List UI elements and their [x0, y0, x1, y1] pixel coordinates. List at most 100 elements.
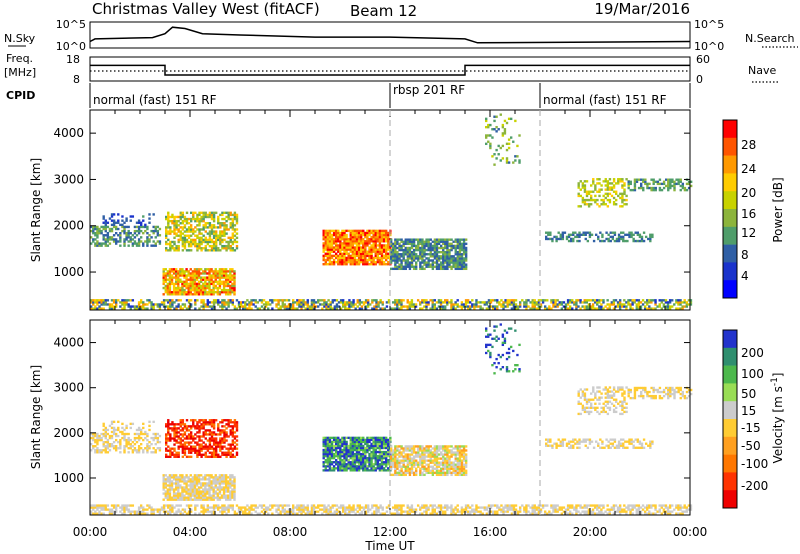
velocity-cell — [96, 447, 99, 450]
power-cell — [561, 231, 565, 234]
velocity-cell — [362, 465, 365, 468]
velocity-cell — [337, 463, 340, 466]
power-cell — [252, 303, 255, 306]
power-cell — [631, 303, 634, 306]
power-cell — [198, 217, 201, 221]
power-cell — [343, 244, 346, 247]
velocity-cell — [129, 426, 132, 430]
power-cell — [223, 238, 226, 242]
power-cell — [683, 188, 687, 192]
power-cell — [444, 299, 447, 302]
power-cell — [148, 221, 151, 224]
power-cell — [614, 190, 618, 193]
power-cell — [148, 213, 151, 216]
power-cell — [168, 270, 172, 273]
velocity-cell — [217, 443, 220, 446]
power-cell — [181, 236, 185, 240]
velocity-cell — [191, 486, 195, 489]
velocity-cell — [227, 451, 230, 454]
power-cell — [324, 238, 327, 241]
power-cell — [630, 231, 633, 234]
velocity-cell — [135, 449, 139, 452]
power-cell — [485, 136, 488, 139]
power-cell — [421, 240, 424, 243]
power-cell — [555, 239, 558, 243]
power-cell — [559, 235, 562, 239]
velocity-cell — [202, 494, 205, 497]
power-cell — [458, 244, 462, 248]
power-cell — [439, 238, 443, 241]
power-cell — [408, 307, 412, 310]
velocity-cell — [194, 447, 197, 450]
velocity-cell — [117, 434, 120, 438]
power-cell — [92, 229, 95, 233]
power-cell — [446, 303, 449, 306]
power-cell — [437, 301, 441, 304]
power-cell — [344, 301, 347, 304]
power-cell — [185, 230, 189, 233]
power-cell — [332, 238, 336, 241]
power-cell — [146, 238, 149, 241]
power-cell — [596, 299, 599, 302]
power-cell — [129, 307, 132, 310]
velocity-cell — [167, 445, 170, 448]
velocity-cell — [202, 441, 205, 444]
power-cell — [644, 180, 647, 183]
power-cell — [231, 284, 234, 288]
power-cell — [639, 178, 643, 181]
power-cell — [214, 240, 218, 244]
power-cell — [354, 303, 357, 306]
velocity-cell — [214, 496, 217, 499]
power-cell — [150, 305, 153, 308]
power-cell — [235, 247, 239, 250]
velocity-echo-cells — [90, 323, 693, 515]
power-cell — [233, 307, 237, 310]
power-cell — [600, 184, 603, 187]
power-cell — [594, 233, 598, 236]
velocity-cell — [223, 453, 226, 456]
velocity-cell — [378, 440, 382, 444]
power-cell — [328, 250, 332, 253]
velocity-cell — [208, 484, 211, 487]
power-cell — [439, 263, 443, 266]
power-cell — [648, 307, 651, 310]
power-cell — [427, 242, 430, 246]
power-cell — [390, 267, 393, 271]
power-cell — [167, 232, 170, 235]
velocity-cell — [368, 463, 371, 466]
velocity-cell — [191, 478, 195, 481]
velocity-cell — [218, 476, 222, 479]
power-cell — [142, 301, 145, 304]
power-cell — [402, 265, 405, 268]
power-cell — [527, 305, 530, 308]
velocity-cell — [127, 451, 130, 454]
velocity-cell — [328, 450, 332, 454]
power-cell — [417, 255, 420, 258]
power-cell — [410, 259, 414, 262]
power-cell — [199, 291, 203, 294]
velocity-cell — [225, 451, 228, 454]
power-cell — [108, 238, 112, 241]
velocity-cell — [121, 436, 124, 440]
power-cell — [302, 301, 305, 304]
power-cell — [353, 250, 357, 253]
power-cell — [191, 293, 195, 296]
power-cell — [454, 263, 457, 266]
velocity-cell — [229, 494, 232, 497]
velocity-cell — [210, 494, 213, 497]
velocity-cell — [100, 436, 103, 440]
power-cell — [585, 299, 589, 302]
power-cell — [408, 238, 412, 241]
power-cell — [202, 272, 205, 275]
power-cell — [384, 233, 388, 237]
power-cell — [643, 301, 647, 304]
velocity-cell — [343, 450, 346, 454]
power-cell — [189, 244, 193, 248]
velocity-cell — [396, 461, 399, 464]
power-cell — [168, 282, 172, 286]
freq-label: Freq. — [6, 52, 33, 65]
velocity-cell — [208, 498, 211, 501]
power-cell — [221, 222, 224, 225]
power-cell — [181, 268, 184, 271]
